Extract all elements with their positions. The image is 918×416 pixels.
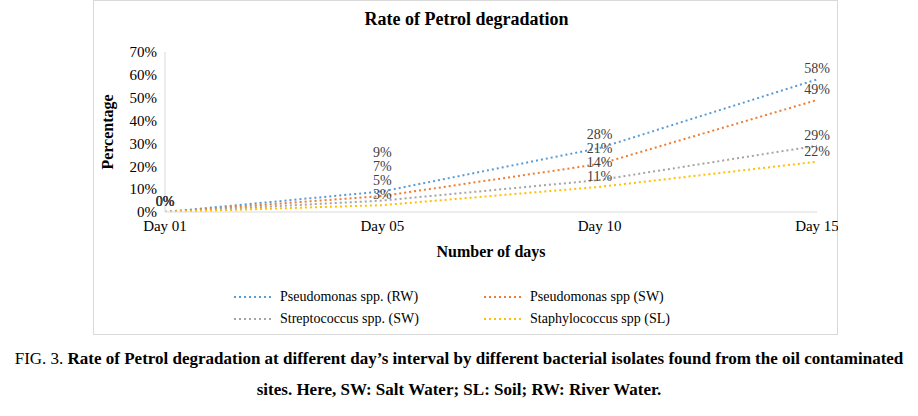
html-text:FIG. 3. Rate of Petrol degrada: FIG. 3. Rate of Petrol degradation at di…: [14, 349, 904, 399]
svg-text:14%: 14%: [587, 155, 613, 170]
svg-text:7%: 7%: [373, 159, 392, 174]
svg-text:22%: 22%: [804, 144, 830, 159]
svg-text:40%: 40%: [130, 113, 158, 129]
svg-text:0%: 0%: [156, 194, 175, 209]
svg-text:29%: 29%: [804, 128, 830, 143]
svg-text:60%: 60%: [130, 67, 158, 83]
html-text:Pseudomonas spp (SW): Pseudomonas spp (SW): [530, 289, 664, 304]
svg-text:20%: 20%: [130, 159, 158, 175]
svg-text:0%: 0%: [156, 194, 175, 209]
svg-text:50%: 50%: [130, 90, 158, 106]
html-text:Rate of Petrol degradation: Rate of Petrol degradation: [364, 9, 569, 29]
svg-text:10%: 10%: [130, 181, 158, 197]
html-text:Pseudomonas spp. (RW): Pseudomonas spp. (RW): [280, 289, 419, 304]
html-text:Streptococcus spp. (SW): Streptococcus spp. (SW): [280, 311, 419, 326]
svg-text:0%: 0%: [137, 204, 157, 220]
svg-text:21%: 21%: [587, 141, 613, 156]
html-text:Staphylococcus spp (SL): Staphylococcus spp (SL): [530, 311, 670, 326]
svg-text:9%: 9%: [373, 145, 392, 160]
svg-text:3%: 3%: [373, 187, 392, 202]
svg-text:Day 15: Day 15: [795, 218, 838, 234]
svg-text:0%: 0%: [156, 194, 175, 209]
svg-text:30%: 30%: [130, 136, 158, 152]
svg-text:5%: 5%: [373, 173, 392, 188]
svg-text:49%: 49%: [804, 82, 830, 97]
svg-text:Day 10: Day 10: [578, 218, 622, 234]
svg-text:Day 05: Day 05: [360, 218, 404, 234]
svg-text:70%: 70%: [130, 44, 158, 60]
svg-text:Percentage: Percentage: [99, 94, 117, 169]
svg-text:0%: 0%: [156, 194, 175, 209]
svg-text:Number of days: Number of days: [436, 243, 545, 261]
svg-text:11%: 11%: [587, 169, 612, 184]
svg-text:28%: 28%: [587, 127, 613, 142]
svg-text:58%: 58%: [804, 61, 830, 76]
svg-text:Day 01: Day 01: [143, 217, 187, 234]
